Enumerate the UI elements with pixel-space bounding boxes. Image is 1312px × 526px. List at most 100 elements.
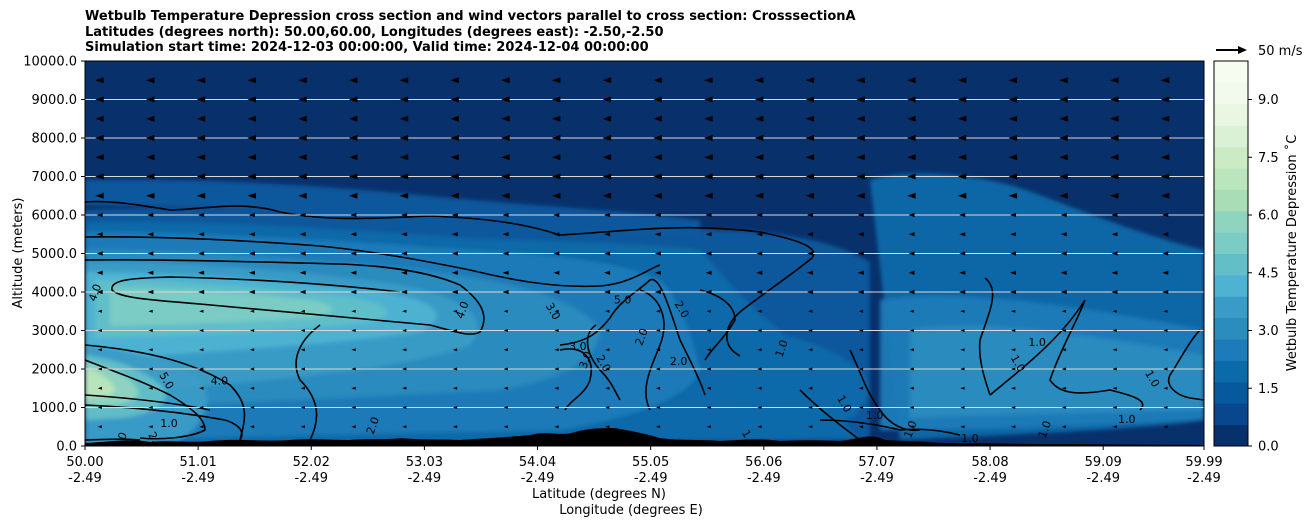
wind-vector bbox=[300, 367, 305, 371]
wind-vector bbox=[805, 115, 815, 122]
wind-vector bbox=[1111, 212, 1118, 218]
x-tick-label-lon: -2.49 bbox=[1086, 471, 1120, 486]
wind-vector bbox=[502, 232, 509, 237]
wind-vector bbox=[909, 329, 914, 332]
wind-vector bbox=[605, 329, 610, 332]
contour-label: 1.0 bbox=[773, 338, 791, 359]
wind-vector bbox=[1160, 192, 1170, 199]
wind-vector bbox=[957, 154, 967, 161]
wind-vector bbox=[551, 115, 561, 122]
wind-vector bbox=[97, 309, 102, 313]
wind-vector bbox=[199, 406, 204, 409]
contour-label: 4.0 bbox=[86, 282, 104, 303]
wind-vector bbox=[1010, 212, 1017, 218]
contour-line bbox=[559, 278, 706, 396]
y-tick-label: 4000.0 bbox=[32, 286, 78, 301]
wind-vector bbox=[808, 329, 813, 332]
x-tick-label-lat: 52.02 bbox=[293, 455, 330, 470]
wind-vector bbox=[959, 289, 966, 295]
wind-vector bbox=[805, 96, 815, 103]
wind-vector bbox=[754, 154, 764, 161]
wind-vector bbox=[807, 212, 814, 218]
wind-vector bbox=[757, 386, 762, 390]
wind-vector bbox=[856, 135, 865, 141]
wind-vector bbox=[602, 96, 612, 103]
wind-vector bbox=[95, 135, 104, 141]
wind-vector bbox=[908, 270, 915, 275]
wind-vector bbox=[1061, 406, 1067, 409]
wind-vector bbox=[908, 212, 915, 218]
contour-label: 3.0 bbox=[569, 340, 587, 353]
contour-label: 1.0 bbox=[961, 432, 979, 445]
wind-vector bbox=[808, 386, 813, 390]
wind-vector bbox=[654, 270, 661, 275]
wind-vector bbox=[957, 192, 967, 199]
wind-vector bbox=[199, 348, 204, 352]
wind-vector bbox=[1061, 425, 1067, 429]
title-line: Latitudes (degrees north): 50.00,60.00, … bbox=[85, 24, 664, 40]
wind-vector bbox=[199, 309, 204, 313]
wind-vector bbox=[551, 77, 561, 84]
wind-vector bbox=[145, 154, 155, 161]
wind-vector bbox=[503, 406, 508, 409]
wind-vector bbox=[348, 135, 358, 141]
wind-vector bbox=[450, 115, 459, 122]
wind-vector bbox=[1110, 173, 1119, 180]
wind-vector bbox=[97, 406, 102, 409]
wind-vector bbox=[145, 115, 155, 122]
wind-vector bbox=[501, 173, 510, 180]
wind-vector bbox=[503, 367, 508, 371]
wind-vector bbox=[907, 77, 916, 84]
wind-vector bbox=[1008, 173, 1018, 180]
wind-vector bbox=[248, 270, 255, 275]
contour-line bbox=[1168, 329, 1204, 401]
colorbar-segment bbox=[1214, 82, 1248, 105]
wind-vector bbox=[1059, 154, 1068, 161]
contour-label: 4.0 bbox=[211, 374, 229, 387]
x-axis-label-lon: Longitude (degrees E) bbox=[559, 503, 703, 518]
wind-vector bbox=[653, 192, 662, 199]
wind-vector bbox=[249, 406, 255, 409]
wind-vector bbox=[655, 386, 661, 390]
wind-vector bbox=[402, 367, 407, 371]
wind-vector bbox=[299, 289, 306, 295]
wind-vector bbox=[754, 115, 764, 122]
colorbar-segment bbox=[1214, 189, 1248, 212]
wind-vector bbox=[96, 289, 103, 295]
wind-vector bbox=[605, 386, 610, 390]
colorbar-tick-label: 0.0 bbox=[1258, 440, 1279, 455]
wind-vector bbox=[401, 270, 408, 275]
wind-vector bbox=[907, 96, 916, 103]
wind-vector bbox=[960, 309, 965, 313]
colorbar-tick-label: 6.0 bbox=[1258, 209, 1279, 224]
wind-vector bbox=[754, 135, 764, 141]
wind-vector bbox=[1008, 154, 1018, 161]
wind-vector bbox=[147, 212, 154, 218]
wind-vector bbox=[807, 251, 814, 256]
colorbar-segment bbox=[1214, 403, 1248, 426]
wind-vector bbox=[199, 425, 204, 429]
wind-vector bbox=[907, 173, 916, 180]
wind-vector bbox=[450, 192, 459, 199]
wind-vector bbox=[1008, 192, 1018, 199]
wind-vector bbox=[1011, 406, 1016, 409]
wind-vector bbox=[247, 135, 256, 141]
wind-vector bbox=[705, 270, 712, 275]
wind-vector bbox=[1112, 348, 1117, 352]
wind-vector bbox=[148, 425, 153, 429]
x-tick-label-lat: 53.03 bbox=[406, 455, 443, 470]
wind-vector bbox=[957, 135, 967, 141]
wind-vector bbox=[450, 173, 459, 180]
wind-vector bbox=[298, 96, 307, 103]
wind-vector bbox=[1163, 386, 1168, 390]
wind-vector bbox=[402, 348, 407, 352]
wind-vector bbox=[399, 192, 409, 199]
wind-vector bbox=[351, 386, 356, 390]
wind-vector bbox=[451, 232, 458, 237]
wind-vector bbox=[1061, 309, 1067, 313]
wind-vector bbox=[754, 96, 764, 103]
wind-vector bbox=[1010, 251, 1017, 256]
colorbar: 0.0 1.5 3.0 4.5 6.0 7.5 9.0 bbox=[1213, 60, 1279, 455]
wind-vector bbox=[655, 367, 661, 371]
wind-vector bbox=[148, 406, 153, 409]
